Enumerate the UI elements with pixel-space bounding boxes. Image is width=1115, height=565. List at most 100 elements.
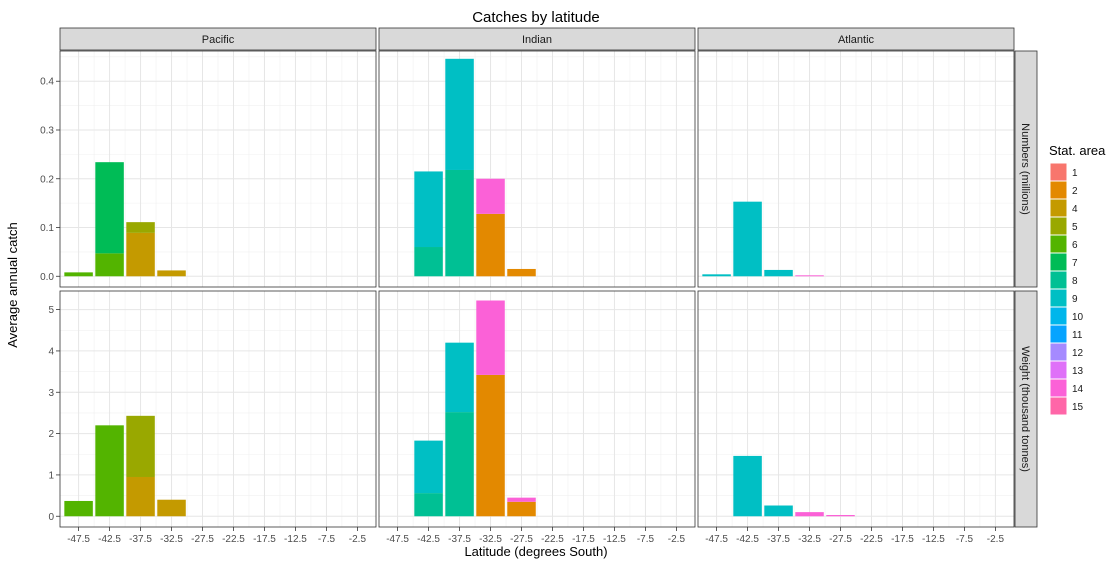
x-tick-label: -7.5 xyxy=(637,534,655,545)
bar-segment-area-7 xyxy=(95,162,124,254)
x-tick-label: -22.5 xyxy=(222,534,245,545)
y-tick-label: 0 xyxy=(48,512,54,523)
panel-border xyxy=(59,50,377,288)
facet-strip-label: Atlantic xyxy=(838,34,875,46)
x-tick-label: -42.5 xyxy=(417,534,440,545)
x-tick-label: -32.5 xyxy=(479,534,502,545)
y-tick-label: 1 xyxy=(48,470,54,481)
x-tick-label: -12.5 xyxy=(603,534,626,545)
x-tick-label: -12.5 xyxy=(284,534,307,545)
bar-segment-area-14 xyxy=(795,512,824,517)
bar-segment-area-4 xyxy=(157,270,186,277)
legend-key-area-13 xyxy=(1049,360,1068,380)
x-tick-label: -47.5 xyxy=(705,534,728,545)
x-tick-label: -22.5 xyxy=(860,534,883,545)
bar-segment-area-14 xyxy=(476,300,505,375)
panel-border xyxy=(697,290,1015,528)
x-tick-label: -7.5 xyxy=(318,534,336,545)
bar-segment-area-9 xyxy=(733,455,762,517)
y-tick-label: 0.1 xyxy=(40,223,54,234)
panel-indian-row-1 xyxy=(378,50,696,288)
y-tick-label: 4 xyxy=(48,346,54,357)
x-tick-label: -27.5 xyxy=(510,534,533,545)
bar-segment-area-8 xyxy=(414,493,443,517)
legend-title: Stat. area xyxy=(1049,143,1106,158)
legend-key-area-2 xyxy=(1049,180,1068,200)
facet-strip-indian xyxy=(378,27,696,51)
y-tick-label: 5 xyxy=(48,305,54,316)
y-tick-label: 2 xyxy=(48,429,54,440)
panel-pacific-row-1: 0.0 0.1 0.2 0.3 0.4 xyxy=(40,50,377,288)
bar-segment-area-9 xyxy=(445,58,474,170)
y-axis-title: Average annual catch xyxy=(5,222,20,348)
x-tick-label: -42.5 xyxy=(98,534,121,545)
x-tick-label: -27.5 xyxy=(829,534,852,545)
legend-label: 6 xyxy=(1072,240,1078,251)
bar-segment-area-9 xyxy=(702,274,731,277)
panel-border xyxy=(378,50,696,288)
bar-segment-area-2 xyxy=(476,374,505,517)
facet-row-strip-label: Weight (thousand tonnes) xyxy=(1019,346,1031,472)
legend-key-area-15 xyxy=(1049,396,1068,416)
x-tick-label: -17.5 xyxy=(891,534,914,545)
legend-key-area-7 xyxy=(1049,252,1068,272)
chart-title: Catches by latitude xyxy=(472,9,600,26)
legend-label: 1 xyxy=(1072,168,1078,179)
bar-segment-area-5 xyxy=(126,415,155,477)
bar-segment-area-4 xyxy=(126,232,155,277)
x-tick-label: -17.5 xyxy=(572,534,595,545)
y-tick-label: 3 xyxy=(48,388,54,399)
bar-segment-area-2 xyxy=(476,213,505,277)
x-tick-label: -12.5 xyxy=(922,534,945,545)
x-tick-label: -42.5 xyxy=(736,534,759,545)
legend-key-area-8 xyxy=(1049,270,1068,290)
legend-key-area-11 xyxy=(1049,324,1068,344)
bar-segment-area-4 xyxy=(157,499,186,517)
panel-border xyxy=(697,50,1015,288)
bar-segment-area-9 xyxy=(414,440,443,494)
legend-key-area-1 xyxy=(1049,162,1068,182)
bar-segment-area-8 xyxy=(414,247,443,277)
x-tick-label: -47.5 xyxy=(386,534,409,545)
legend-label: 4 xyxy=(1072,204,1078,215)
panel-border xyxy=(378,290,696,528)
facet-panels: Pacific Indian Atlantic Numbers (millions) W… xyxy=(40,27,1038,545)
x-tick-label: -32.5 xyxy=(160,534,183,545)
legend-label: 5 xyxy=(1072,222,1078,233)
y-tick-label: 0.0 xyxy=(40,272,54,283)
bar-segment-area-2 xyxy=(507,501,536,517)
legend-label: 12 xyxy=(1072,348,1084,359)
facet-strip-atlantic xyxy=(697,27,1015,51)
panel-atlantic-row-2: -47.5 -42.5 -37.5 -32.5 -27.5 -22.5 -17.5 -12.5… xyxy=(697,290,1015,545)
legend-label: 14 xyxy=(1072,384,1084,395)
bar-segment-area-6 xyxy=(64,272,93,277)
legend-label: 7 xyxy=(1072,258,1078,269)
bar-segment-area-9 xyxy=(764,505,793,517)
bar-segment-area-2 xyxy=(507,268,536,277)
bar-segment-area-4 xyxy=(126,476,155,517)
bar-segment-area-9 xyxy=(764,269,793,277)
legend-label: 2 xyxy=(1072,186,1078,197)
bar-segment-area-9 xyxy=(414,171,443,248)
facet-strip-pacific xyxy=(59,27,377,51)
x-tick-label: -17.5 xyxy=(253,534,276,545)
x-tick-label: -2.5 xyxy=(668,534,686,545)
legend-key-area-12 xyxy=(1049,342,1068,362)
legend-label: 15 xyxy=(1072,402,1084,413)
bar-segment-area-14 xyxy=(507,497,536,502)
x-tick-label: -7.5 xyxy=(956,534,974,545)
bar-segment-area-6 xyxy=(95,425,124,517)
panel-atlantic-row-1 xyxy=(697,50,1015,288)
x-tick-label: -47.5 xyxy=(67,534,90,545)
legend-key-area-14 xyxy=(1049,378,1068,398)
x-tick-label: -32.5 xyxy=(798,534,821,545)
bar-segment-area-14 xyxy=(476,178,505,214)
legend-label: 8 xyxy=(1072,276,1078,287)
facet-strip-label: Indian xyxy=(522,34,552,46)
facet-strip-label: Pacific xyxy=(202,34,235,46)
bar-segment-area-9 xyxy=(445,342,474,413)
legend-key-area-10 xyxy=(1049,306,1068,326)
legend-key-area-5 xyxy=(1049,216,1068,236)
panel-pacific-row-2: 0 1 2 3 4 5 -47.5 -42.5 -37.5 -32.5 -27.5 -22.5 -17.… xyxy=(48,290,377,545)
